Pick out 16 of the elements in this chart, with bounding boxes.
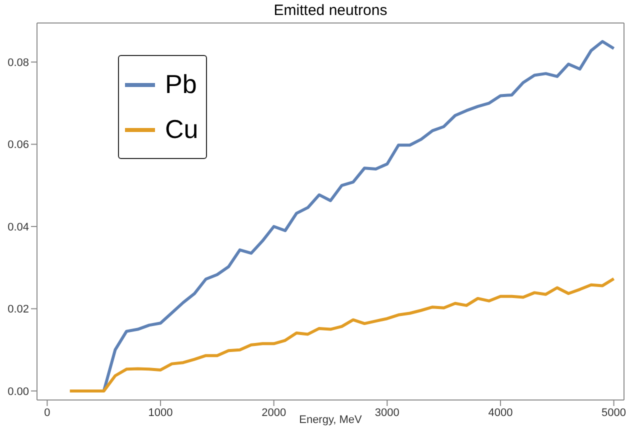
y-tick-label: 0.08 [8, 56, 29, 69]
chart-title: Emitted neutrons [272, 2, 388, 19]
x-tick-label: 1000 [148, 406, 173, 419]
y-tick-label: 0.04 [8, 221, 29, 234]
x-tick-label: 3000 [374, 406, 400, 419]
legend-label: Pb [165, 69, 197, 100]
legend-label: Cu [165, 114, 198, 145]
y-tick-label: 0.06 [8, 139, 29, 152]
x-tick-label: 2000 [262, 406, 286, 419]
y-tick-label: 0.00 [8, 386, 29, 398]
x-tick-label: 4000 [488, 406, 513, 419]
y-tick-label: 0.02 [8, 304, 29, 316]
x-tick-label: 0 [44, 406, 50, 419]
x-tick-label: 5000 [602, 406, 626, 419]
line-series [68, 277, 616, 392]
x-axis-title: Energy, MeV [299, 414, 362, 426]
